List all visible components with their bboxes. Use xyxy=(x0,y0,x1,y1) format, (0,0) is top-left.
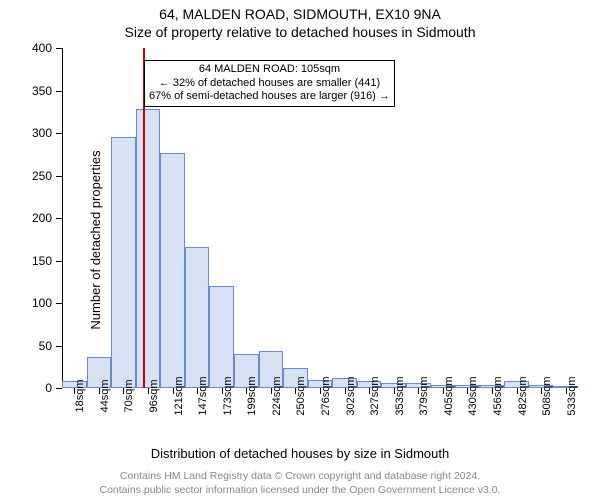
annotation-line: ← 32% of detached houses are smaller (44… xyxy=(149,77,390,91)
ytick-mark xyxy=(56,48,62,49)
ytick-mark xyxy=(56,346,62,347)
xtick-label: 276sqm xyxy=(320,376,332,415)
ytick-label: 50 xyxy=(39,339,52,353)
xtick-label: 70sqm xyxy=(123,379,135,412)
xtick-label: 379sqm xyxy=(418,376,430,415)
histogram-bar xyxy=(209,286,234,388)
ytick-mark xyxy=(56,133,62,134)
histogram-bar xyxy=(111,137,136,388)
annotation-line: 67% of semi-detached houses are larger (… xyxy=(149,90,390,104)
ytick-mark xyxy=(56,218,62,219)
xtick-label: 18sqm xyxy=(74,379,86,412)
page-title-line2: Size of property relative to detached ho… xyxy=(0,24,600,40)
x-axis-label: Distribution of detached houses by size … xyxy=(0,446,600,461)
histogram-bar xyxy=(185,247,210,388)
xtick-label: 44sqm xyxy=(99,379,111,412)
xtick-label: 173sqm xyxy=(222,376,234,415)
annotation-line: 64 MALDEN ROAD: 105sqm xyxy=(149,63,390,77)
xtick-label: 199sqm xyxy=(246,376,258,415)
plot-area: 05010015020025030035040018sqm44sqm70sqm9… xyxy=(62,48,578,388)
xtick-label: 302sqm xyxy=(345,376,357,415)
ytick-mark xyxy=(56,91,62,92)
xtick-label: 147sqm xyxy=(197,376,209,415)
xtick-label: 96sqm xyxy=(148,379,160,412)
xtick-label: 327sqm xyxy=(369,376,381,415)
histogram-bar xyxy=(160,153,185,388)
y-axis-line xyxy=(62,48,63,388)
ytick-label: 400 xyxy=(32,41,52,55)
annotation-box: 64 MALDEN ROAD: 105sqm← 32% of detached … xyxy=(144,60,395,107)
ytick-label: 0 xyxy=(45,381,52,395)
xtick-label: 250sqm xyxy=(295,376,307,415)
xtick-label: 482sqm xyxy=(517,376,529,415)
chart-root: 64, MALDEN ROAD, SIDMOUTH, EX10 9NA Size… xyxy=(0,0,600,500)
footer-line1: Contains HM Land Registry data © Crown c… xyxy=(0,470,600,483)
page-title-line1: 64, MALDEN ROAD, SIDMOUTH, EX10 9NA xyxy=(0,6,600,22)
ytick-label: 250 xyxy=(32,169,52,183)
ytick-label: 150 xyxy=(32,254,52,268)
ytick-mark xyxy=(56,388,62,389)
ytick-mark xyxy=(56,303,62,304)
xtick-label: 430sqm xyxy=(467,376,479,415)
xtick-label: 405sqm xyxy=(443,376,455,415)
ytick-label: 300 xyxy=(32,126,52,140)
footer-line2: Contains public sector information licen… xyxy=(0,484,600,497)
xtick-label: 533sqm xyxy=(566,376,578,415)
ytick-mark xyxy=(56,176,62,177)
xtick-label: 353sqm xyxy=(394,376,406,415)
xtick-label: 456sqm xyxy=(492,376,504,415)
xtick-label: 224sqm xyxy=(271,376,283,415)
histogram-bar xyxy=(136,109,161,388)
xtick-label: 121sqm xyxy=(173,376,185,415)
ytick-label: 100 xyxy=(32,296,52,310)
ytick-mark xyxy=(56,261,62,262)
xtick-label: 508sqm xyxy=(541,376,553,415)
ytick-label: 350 xyxy=(32,84,52,98)
ytick-label: 200 xyxy=(32,211,52,225)
